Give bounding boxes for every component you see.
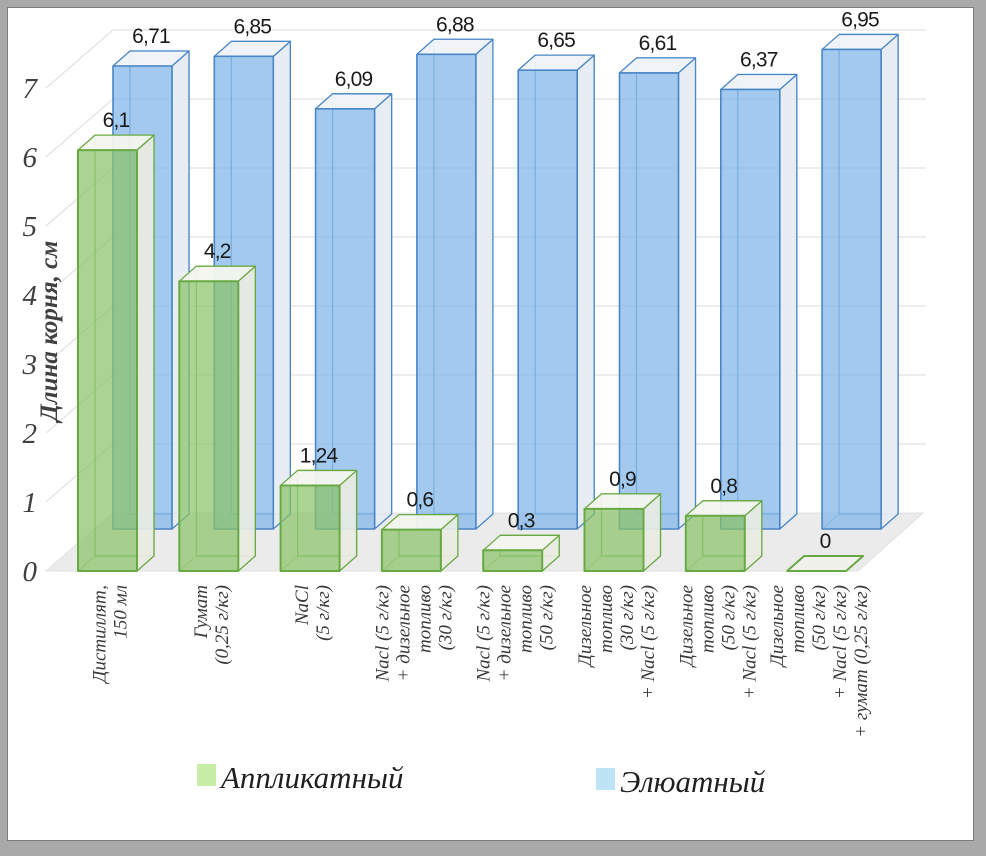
bar-applikatny-6-front [684,514,746,572]
y-tick-label: 3 [22,349,38,381]
y-tick-label: 7 [23,73,39,105]
value-label: 6,85 [233,15,271,38]
bar-applikatny-5-front [583,507,645,572]
y-tick-label: 6 [23,142,38,174]
value-label: 6,88 [436,13,474,36]
y-tick-label: 1 [23,487,38,519]
bar-applikatny-2-side [338,469,358,572]
bar-applikatny-3-front [380,528,442,572]
legend: Аппликатный Элюатный [8,760,973,820]
value-label: 4,2 [204,240,231,263]
value-label: 6,95 [841,8,879,31]
bar-elyuatny-4-front [517,69,579,530]
bar-elyuatny-5-front [618,72,680,530]
bar-applikatny-7-flat [786,555,865,572]
bar-elyuatny-2-side [373,93,393,530]
bar-elyuatny-5-side [677,57,697,530]
value-label: 0 [820,530,831,553]
value-label: 6,37 [740,48,778,71]
value-label: 1,24 [300,444,339,467]
bar-applikatny-0-side [136,134,155,572]
legend-swatch-elyuatny [596,768,615,790]
legend-swatch-applikatny [197,764,216,786]
category-label-5: Дизельноетопливо(30 г/кг)+ Nacl (5 г/кг) [575,585,659,699]
bar-elyuatny-6-front [719,88,781,530]
value-label: 0,3 [508,509,535,532]
chart-container: 6,71 6,1 6,85 4,2 6,09 1,24 6,88 0,6 6,65 0,3 6,61… [7,7,974,841]
y-tick-label: 0 [23,556,38,588]
value-label: 0,9 [609,468,636,491]
bar-elyuatny-6-side [779,73,798,530]
legend-item-elyuatny: Элюатный [596,764,765,800]
value-label: 0,6 [407,489,434,512]
chart-plot: 6,71 6,1 6,85 4,2 6,09 1,24 6,88 0,6 6,65 0,3 6,61… [22,8,926,738]
category-label-2: NaCl(5 г/кг) [292,585,334,641]
bar-elyuatny-7-front [821,48,882,530]
bar-elyuatny-3-side [475,38,494,530]
category-label-7: Дизельноетопливо(50 г/кг)+ Nacl (5 г/кг)… [767,585,872,738]
value-label: 0,8 [710,475,737,498]
bar-elyuatny-3-front [416,53,477,530]
category-label-1: Гумат(0,25 г/кг) [191,585,233,665]
category-label-0: Дистиллят,150 мл [90,585,132,685]
value-label: 6,61 [639,32,677,55]
category-label-6: Дизельноетопливо(50 г/кг)+ Nacl (5 г/кг) [676,585,760,699]
category-label-4: Nacl (5 г/кг)+ дизельноетопливо(50 г/кг) [474,585,558,683]
value-label: 6,65 [537,29,575,52]
value-label: 6,1 [103,109,130,132]
gridline-leftwall [45,29,114,89]
bar-applikatny-0-front [77,149,138,572]
value-label: 6,09 [335,68,373,91]
legend-item-applikatny: Аппликатный [197,760,403,796]
y-tick-label: 4 [23,280,38,312]
legend-label-applikatny: Аппликатный [221,760,404,795]
bar-elyuatny-1-side [272,40,291,530]
value-label: 6,71 [132,25,170,48]
bar-applikatny-4-front [482,549,544,572]
y-axis-title: Длина корня, см [36,241,63,424]
y-tick-label: 5 [23,211,38,243]
category-label-3: Nacl (5 г/кг)+ дизельноетопливо(30 г/кг) [372,585,456,683]
bar-applikatny-2-front [279,484,341,572]
bar-elyuatny-4-side [576,54,595,530]
y-tick-label: 2 [23,418,38,450]
gridline-leftwall [45,98,114,158]
legend-label-elyuatny: Элюатный [620,764,766,799]
bar-applikatny-1-side [237,265,256,572]
bar-elyuatny-7-side [880,33,899,530]
bar-applikatny-1-front [178,280,240,572]
